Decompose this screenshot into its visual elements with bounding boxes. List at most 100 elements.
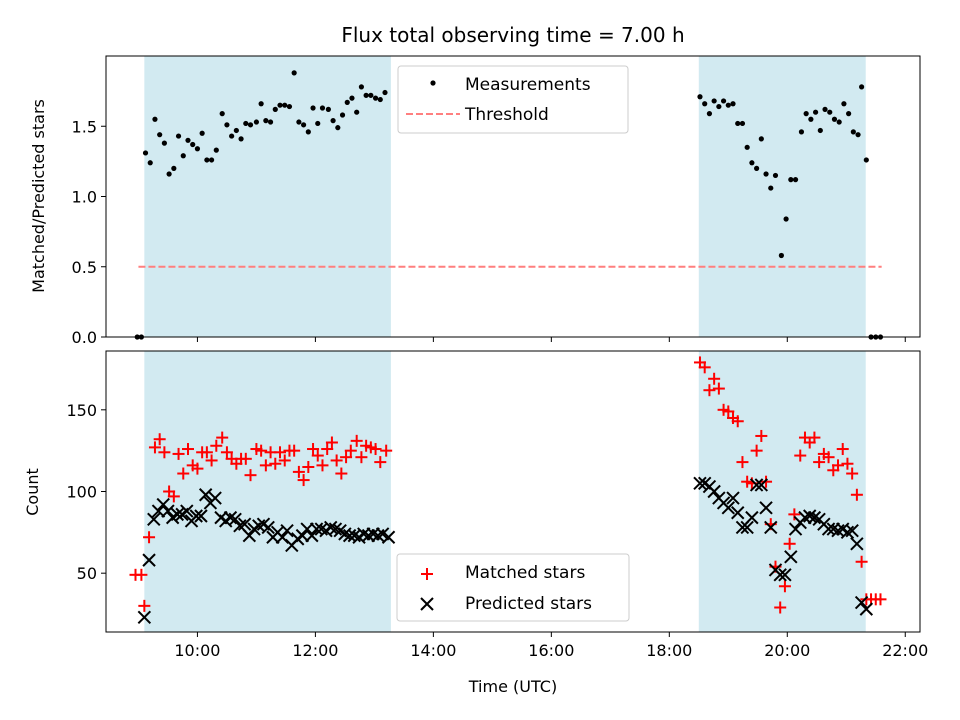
measurement-point-64 — [749, 160, 755, 166]
measurement-point-16 — [208, 157, 215, 163]
measurement-point-74 — [798, 129, 805, 135]
predicted-star-point-40 — [328, 522, 343, 536]
predicted-star-point-30 — [280, 524, 294, 538]
legend-matched-marker — [421, 568, 433, 580]
measurement-point-27 — [263, 118, 269, 124]
y-tick-label-3: 1.5 — [72, 117, 97, 136]
matched-star-point-18 — [216, 431, 229, 444]
measurement-point-80 — [827, 109, 833, 115]
predicted-star-point-35 — [305, 528, 319, 543]
predicted-star-point-12 — [194, 509, 208, 523]
predicted-star-point-0 — [137, 610, 152, 625]
predicted-star-point-48 — [366, 527, 380, 541]
matched-star-point-1 — [135, 568, 148, 581]
measurement-point-40 — [325, 106, 331, 112]
matched-star-point-39 — [316, 459, 329, 472]
x-tick-label-1: 12:00 — [292, 641, 338, 660]
matched-star-point-70 — [774, 601, 787, 614]
measurement-point-13 — [194, 146, 201, 152]
matched-star-point-11 — [181, 443, 194, 456]
matched-star-point-84 — [841, 457, 854, 470]
measurements-series — [134, 70, 884, 340]
measurement-point-75 — [803, 111, 809, 117]
predicted-star-point-46 — [357, 527, 371, 541]
measurement-point-43 — [339, 112, 346, 118]
matched-star-point-10 — [177, 467, 190, 480]
measurement-point-3 — [147, 160, 153, 166]
counts-panel: 10:00 12:00 14:00 16:00 18:00 20:00 22:00 50 10… — [23, 350, 928, 696]
predicted-star-point-85 — [850, 537, 864, 551]
y-tick-label-0: 0.0 — [72, 328, 97, 347]
ratio-axes-frame — [105, 55, 921, 338]
measurement-point-60 — [730, 101, 736, 107]
x-tick-label-6: 22:00 — [882, 641, 928, 660]
measurement-point-51 — [377, 96, 383, 103]
predicted-star-point-39 — [324, 520, 338, 535]
measurement-point-7 — [166, 171, 172, 177]
legend-threshold-label: Threshold — [464, 105, 549, 125]
matched-star-point-87 — [855, 555, 868, 568]
matched-star-point-41 — [325, 436, 338, 449]
measurement-point-73 — [792, 177, 799, 183]
measurement-point-24 — [247, 122, 254, 128]
predicted-star-point-62 — [740, 520, 754, 535]
matched-star-point-47 — [355, 451, 368, 464]
matched-star-point-31 — [278, 454, 291, 467]
measurement-point-57 — [716, 103, 722, 110]
matched-star-point-19 — [220, 446, 233, 459]
measurement-point-78 — [817, 127, 823, 134]
predicted-star-point-60 — [731, 506, 745, 520]
matched-star-point-62 — [736, 456, 749, 469]
measurement-point-61 — [735, 120, 741, 127]
predicted-star-point-58 — [721, 501, 736, 515]
counts-legend: Matched stars Predicted stars — [396, 553, 630, 622]
predicted-star-point-33 — [295, 528, 310, 543]
predicted-star-point-1 — [142, 553, 156, 567]
matched-star-point-56 — [708, 372, 721, 385]
matched-star-point-3 — [143, 531, 156, 544]
matched-stars-series — [129, 356, 887, 614]
chart-title: Flux total observing time = 7.00 h — [341, 23, 684, 47]
measurement-point-49 — [368, 92, 374, 98]
measurement-point-63 — [744, 144, 750, 150]
shaded-interval-1 — [144, 351, 391, 632]
predicted-star-point-11 — [189, 509, 203, 523]
counts-shaded-intervals — [144, 351, 866, 632]
x-axis-label: Time (UTC) — [468, 677, 557, 696]
measurement-point-22 — [238, 136, 244, 142]
predicted-star-point-9 — [180, 504, 194, 518]
predicted-star-point-7 — [170, 507, 185, 522]
x-tick-label-0: 10:00 — [174, 641, 220, 660]
measurement-point-46 — [354, 109, 360, 115]
matched-star-point-91 — [874, 593, 887, 606]
y-tick-label-2: 1.0 — [72, 188, 97, 207]
matched-star-point-67 — [760, 475, 773, 488]
matched-star-point-30 — [274, 446, 287, 459]
matched-star-point-52 — [380, 444, 393, 457]
matched-star-point-40 — [321, 443, 334, 456]
measurement-point-29 — [272, 106, 278, 112]
measurement-point-31 — [282, 102, 288, 108]
matched-star-point-57 — [712, 382, 725, 395]
matched-star-point-17 — [210, 439, 223, 452]
counts-axes-frame — [105, 350, 921, 633]
matched-star-point-13 — [191, 462, 204, 475]
matched-star-point-6 — [158, 446, 171, 459]
matched-star-point-15 — [200, 446, 213, 459]
measurement-point-26 — [258, 101, 264, 107]
legend-measurements-marker — [430, 80, 436, 86]
predicted-star-point-2 — [147, 512, 161, 526]
measurement-point-6 — [161, 140, 167, 146]
measurement-point-79 — [822, 106, 828, 112]
predicted-star-point-87 — [859, 602, 874, 616]
measurement-point-83 — [841, 101, 847, 107]
y-tick-label-2: 150 — [66, 401, 97, 420]
measurement-point-68 — [768, 185, 774, 191]
matched-star-point-85 — [846, 467, 859, 480]
measurement-point-2 — [142, 150, 149, 156]
measurement-point-34 — [296, 119, 302, 125]
shaded-interval-2 — [698, 56, 866, 337]
matched-star-point-43 — [335, 467, 348, 480]
measurement-point-62 — [739, 120, 746, 127]
